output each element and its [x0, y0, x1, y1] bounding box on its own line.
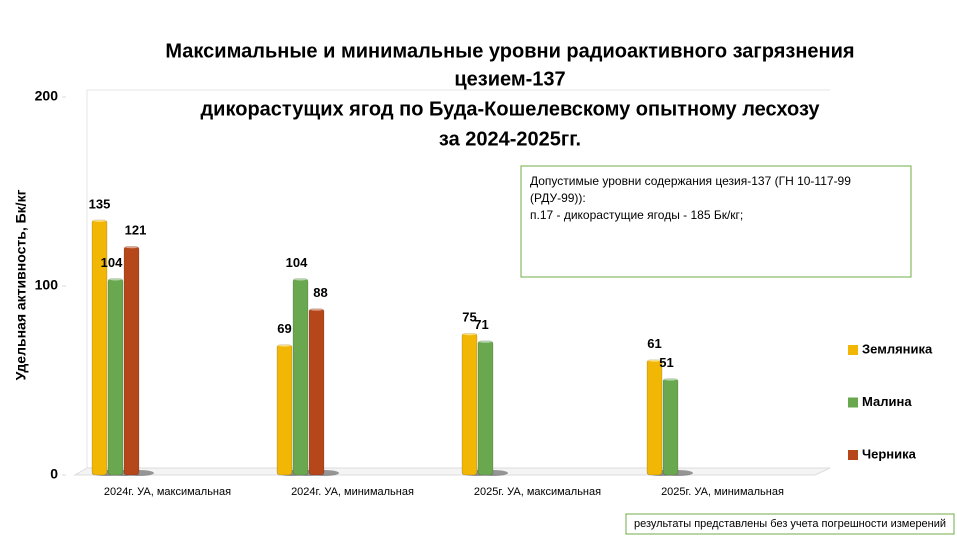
bar-cap — [124, 244, 139, 249]
legend-swatch — [848, 450, 858, 460]
chart-title: цезием-137 — [454, 68, 565, 90]
annotation: п.17 - дикорастущие ягоды - 185 Бк/кг; — [530, 208, 743, 222]
bar-cap — [309, 306, 324, 311]
bar — [646, 359, 663, 476]
data-label: 135 — [89, 196, 111, 211]
data-label: 61 — [647, 336, 661, 351]
bar-cap — [108, 276, 123, 281]
annotation: (РДУ-99)): — [530, 191, 586, 205]
annotation-box — [520, 165, 912, 278]
data-label: 51 — [659, 355, 673, 370]
bar-cap — [293, 276, 308, 281]
chart-title: дикорастущих ягод по Буда-Кошелевскому о… — [200, 98, 820, 120]
bar — [107, 278, 124, 476]
bar — [276, 344, 293, 476]
data-label: 88 — [313, 285, 327, 300]
data-label: 104 — [101, 255, 123, 270]
chart-title: Максимальные и минимальные уровни радиоа… — [165, 40, 854, 62]
y-axis-label: Удельная активность, Бк/кг — [13, 189, 29, 380]
bar — [123, 246, 140, 476]
data-label: 71 — [474, 317, 488, 332]
legend-label: Земляника — [862, 341, 933, 356]
x-tick-label: 2025г. УА, максимальная — [474, 486, 601, 498]
data-label: 121 — [125, 223, 147, 238]
bar-cap — [647, 357, 662, 362]
legend-label: Малина — [862, 394, 912, 409]
bar — [662, 378, 679, 476]
footnote: результаты представлены без учета погреш… — [634, 518, 946, 530]
legend-swatch — [848, 397, 858, 408]
x-tick-label: 2025г. УА, минимальная — [661, 486, 784, 498]
bar — [308, 308, 325, 476]
floor — [73, 467, 831, 476]
legend-swatch — [848, 345, 858, 355]
y-tick-label: 200 — [35, 88, 59, 104]
bar — [461, 332, 478, 476]
x-tick-label: 2024г. УА, максимальная — [104, 486, 231, 498]
data-label: 104 — [286, 255, 308, 270]
y-tick-label: 0 — [50, 466, 58, 482]
bar-cap — [92, 217, 107, 222]
annotation: Допустимые уровни содержания цезия-137 (… — [530, 174, 851, 188]
x-tick-label: 2024г. УА, минимальная — [291, 486, 414, 498]
bar-cap — [663, 376, 678, 381]
bar — [477, 340, 494, 476]
bar-cap — [462, 331, 477, 336]
data-label: 75 — [462, 310, 476, 325]
bar-cap — [478, 338, 493, 343]
bar — [292, 278, 309, 476]
data-label: 69 — [277, 321, 291, 336]
footnote-box — [625, 513, 955, 535]
chart-title: за 2024-2025гг. — [439, 128, 581, 150]
y-tick-label: 100 — [35, 277, 59, 293]
bar-cap — [277, 342, 292, 347]
legend-label: Черника — [862, 446, 917, 461]
